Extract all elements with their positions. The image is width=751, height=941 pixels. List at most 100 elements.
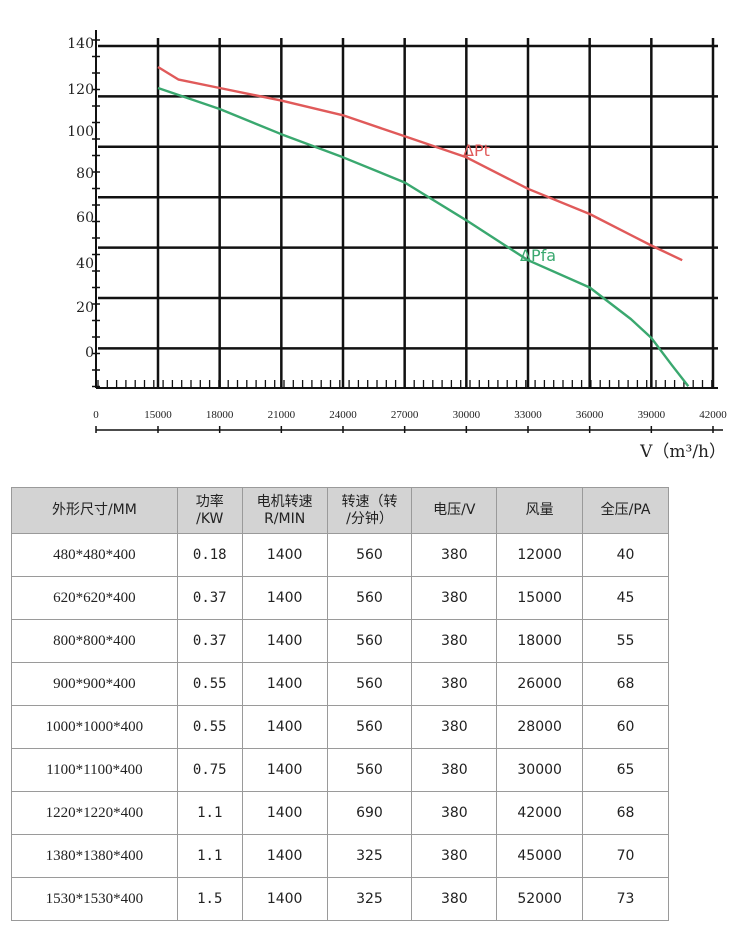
- table-cell: 55: [582, 619, 669, 663]
- table-header-line: 全压/PA: [600, 502, 651, 518]
- table-cell: 1.1: [176, 791, 243, 835]
- x-tick-label: 33000: [514, 409, 542, 421]
- table-cell: 380: [411, 748, 498, 792]
- series-line-1: [157, 86, 690, 387]
- table-header-line: 电压/V: [433, 502, 476, 518]
- table-cell: 1000*1000*400: [11, 705, 178, 749]
- table-cell: 45000: [496, 834, 584, 878]
- chart-grid: [98, 38, 718, 388]
- table-cell: 480*480*400: [11, 533, 178, 577]
- table-header-line: 电机转速: [256, 493, 313, 510]
- table-body: 480*480*400 0.18 1400 560 380 12000 40 620*620*…: [11, 533, 669, 921]
- table-cell: 1400: [241, 877, 328, 921]
- table-row: 900*900*400 0.55 1400 560 380 26000 68: [11, 662, 669, 706]
- table-header-cell: 功率/KW: [176, 487, 243, 534]
- table-cell: 45: [582, 576, 669, 620]
- chart-axes: [92, 30, 723, 433]
- table-cell: 1400: [241, 533, 328, 577]
- table-cell: 560: [326, 619, 413, 663]
- table-cell: 0.37: [176, 576, 243, 620]
- table-header-line: /KW: [196, 510, 224, 527]
- table-header-cell: 转速（转/分钟）: [326, 487, 413, 534]
- table-cell: 560: [326, 576, 413, 620]
- table-cell: 380: [411, 533, 498, 577]
- table-cell: 690: [326, 791, 413, 835]
- table-cell: 0.75: [176, 748, 243, 792]
- table-row: 1100*1100*400 0.75 1400 560 380 30000 65: [11, 748, 669, 792]
- table-cell: 380: [411, 576, 498, 620]
- table-cell: 0.55: [176, 705, 243, 749]
- table-header-cell: 风量: [496, 487, 584, 534]
- table-cell: 1400: [241, 748, 328, 792]
- table-cell: 65: [582, 748, 669, 792]
- y-tick-label: 80: [76, 166, 94, 182]
- table-row: 1220*1220*400 1.1 1400 690 380 42000 68: [11, 791, 669, 835]
- table-cell: 30000: [496, 748, 584, 792]
- table-cell: 60: [582, 705, 669, 749]
- table-cell: 380: [411, 619, 498, 663]
- table-header-cell: 全压/PA: [582, 487, 669, 534]
- table-cell: 68: [582, 791, 669, 835]
- table-cell: 380: [411, 705, 498, 749]
- table-cell: 380: [411, 877, 498, 921]
- x-tick-label: 24000: [329, 409, 357, 421]
- table-cell: 1400: [241, 619, 328, 663]
- table-cell: 380: [411, 791, 498, 835]
- table-cell: 560: [326, 748, 413, 792]
- table-header-line: 功率: [195, 493, 224, 510]
- y-tick-label: 0: [85, 345, 94, 361]
- table-header-line: /分钟）: [346, 510, 393, 527]
- table-row: 1380*1380*400 1.1 1400 325 380 45000 70: [11, 834, 669, 878]
- table-cell: 800*800*400: [11, 619, 178, 663]
- x-tick-label: 39000: [638, 409, 666, 421]
- x-tick-label: 15000: [144, 409, 172, 421]
- table-header-line: 风量: [525, 502, 554, 518]
- table-cell: 40: [582, 533, 669, 577]
- table-header-cell: 电压/V: [411, 487, 498, 534]
- x-tick-label: 30000: [453, 409, 481, 421]
- table-row: 480*480*400 0.18 1400 560 380 12000 40: [11, 533, 669, 577]
- table-header-cell: 外形尺寸/MM: [11, 487, 178, 534]
- table-cell: 0.18: [176, 533, 243, 577]
- table-cell: 1.1: [176, 834, 243, 878]
- table-cell: 26000: [496, 662, 584, 706]
- table-cell: 1400: [241, 791, 328, 835]
- performance-chart: 140 120 100 80 60 40 20 0 0 15000 18000 21000 24000 2…: [38, 0, 738, 470]
- y-tick-label: 60: [76, 210, 94, 226]
- y-tick-label: 20: [76, 300, 94, 316]
- table-cell: 15000: [496, 576, 584, 620]
- y-tick-label: 140: [67, 36, 94, 52]
- table-row: 800*800*400 0.37 1400 560 380 18000 55: [11, 619, 669, 663]
- fan-spec-table: 外形尺寸/MM 功率/KW 电机转速 R/MIN 转速（转/分钟） 电压/V 风量 全压/PA…: [11, 487, 669, 921]
- table-cell: 42000: [496, 791, 584, 835]
- table-cell: 1400: [241, 662, 328, 706]
- x-axis-label: V（m³/h）: [639, 442, 726, 462]
- table-cell: 70: [582, 834, 669, 878]
- chart-series: [157, 65, 690, 387]
- series-line-0: [157, 65, 683, 262]
- table-cell: 620*620*400: [11, 576, 178, 620]
- x-tick-label: 18000: [206, 409, 234, 421]
- table-cell: 380: [411, 834, 498, 878]
- y-tick-label: 120: [67, 82, 94, 98]
- table-row: 1530*1530*400 1.5 1400 325 380 52000 73: [11, 877, 669, 921]
- series-label-1: ΔPfa: [520, 246, 556, 265]
- table-cell: 325: [326, 834, 413, 878]
- x-tick-label: 21000: [268, 409, 296, 421]
- series-label-0: ΔPt: [463, 141, 490, 160]
- table-header-line: 外形尺寸/MM: [51, 502, 137, 518]
- table-cell: 560: [326, 533, 413, 577]
- table-cell: 52000: [496, 877, 584, 921]
- table-cell: 0.37: [176, 619, 243, 663]
- table-cell: 1400: [241, 705, 328, 749]
- table-cell: 560: [326, 662, 413, 706]
- table-cell: 0.55: [176, 662, 243, 706]
- table-cell: 73: [582, 877, 669, 921]
- y-tick-label: 100: [67, 124, 94, 140]
- table-row: 1000*1000*400 0.55 1400 560 380 28000 60: [11, 705, 669, 749]
- table-cell: 1100*1100*400: [11, 748, 178, 792]
- table-cell: 325: [326, 877, 413, 921]
- x-tick-label: 42000: [699, 409, 727, 421]
- table-cell: 1400: [241, 576, 328, 620]
- performance-chart-svg: 140 120 100 80 60 40 20 0 0 15000 18000 21000 24000 2…: [67, 30, 727, 462]
